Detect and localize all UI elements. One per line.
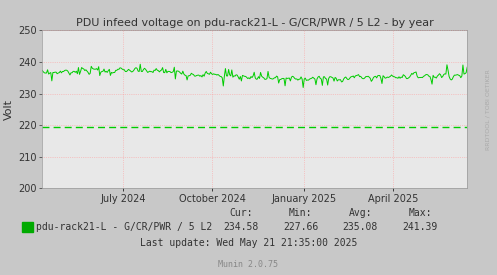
Text: 235.08: 235.08 bbox=[343, 222, 378, 232]
Text: RRDTOOL / TOBI OETIKER: RRDTOOL / TOBI OETIKER bbox=[486, 70, 491, 150]
Text: Last update: Wed May 21 21:35:00 2025: Last update: Wed May 21 21:35:00 2025 bbox=[140, 238, 357, 248]
Text: Munin 2.0.75: Munin 2.0.75 bbox=[219, 260, 278, 269]
Title: PDU infeed voltage on pdu-rack21-L - G/CR/PWR / 5 L2 - by year: PDU infeed voltage on pdu-rack21-L - G/C… bbox=[76, 18, 433, 28]
Text: Max:: Max: bbox=[408, 208, 432, 218]
Text: pdu-rack21-L - G/CR/PWR / 5 L2: pdu-rack21-L - G/CR/PWR / 5 L2 bbox=[36, 222, 213, 232]
Text: 227.66: 227.66 bbox=[283, 222, 318, 232]
Text: Cur:: Cur: bbox=[229, 208, 253, 218]
Y-axis label: Volt: Volt bbox=[4, 99, 14, 120]
Text: Avg:: Avg: bbox=[348, 208, 372, 218]
Text: Min:: Min: bbox=[289, 208, 313, 218]
Text: 234.58: 234.58 bbox=[224, 222, 258, 232]
Text: 241.39: 241.39 bbox=[403, 222, 437, 232]
